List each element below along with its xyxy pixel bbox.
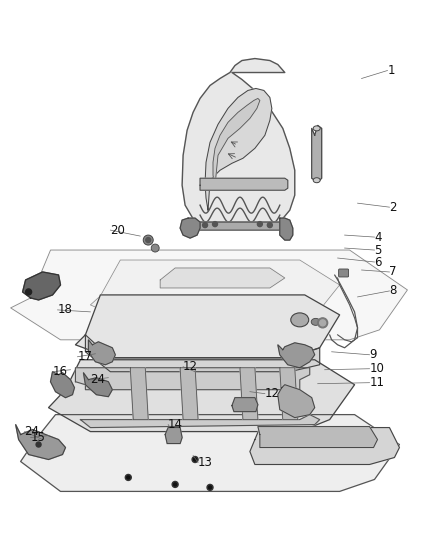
Polygon shape bbox=[280, 218, 293, 240]
Polygon shape bbox=[23, 272, 60, 300]
Ellipse shape bbox=[291, 313, 309, 327]
Polygon shape bbox=[160, 268, 285, 288]
Polygon shape bbox=[195, 222, 290, 230]
Polygon shape bbox=[280, 368, 298, 419]
Text: 15: 15 bbox=[31, 431, 46, 444]
Text: 18: 18 bbox=[57, 303, 72, 317]
Circle shape bbox=[320, 320, 326, 326]
Circle shape bbox=[318, 318, 328, 328]
Text: 16: 16 bbox=[53, 365, 67, 378]
Polygon shape bbox=[232, 398, 258, 411]
Polygon shape bbox=[130, 368, 148, 419]
Text: 12: 12 bbox=[183, 360, 198, 373]
Polygon shape bbox=[21, 415, 399, 491]
Circle shape bbox=[125, 474, 131, 480]
Circle shape bbox=[267, 223, 272, 228]
Polygon shape bbox=[88, 340, 115, 365]
Text: 2: 2 bbox=[389, 200, 397, 214]
Polygon shape bbox=[16, 425, 66, 459]
Polygon shape bbox=[182, 59, 295, 222]
Circle shape bbox=[202, 223, 208, 228]
Circle shape bbox=[212, 222, 218, 227]
Circle shape bbox=[25, 289, 32, 295]
Text: 24: 24 bbox=[25, 425, 39, 438]
Circle shape bbox=[36, 442, 41, 447]
Polygon shape bbox=[75, 295, 339, 358]
Circle shape bbox=[192, 456, 198, 463]
Polygon shape bbox=[49, 360, 355, 432]
Text: 9: 9 bbox=[370, 348, 377, 361]
Text: 5: 5 bbox=[374, 244, 382, 256]
Polygon shape bbox=[90, 260, 339, 318]
Text: 20: 20 bbox=[110, 224, 125, 237]
Polygon shape bbox=[278, 385, 314, 417]
Polygon shape bbox=[213, 99, 260, 185]
Circle shape bbox=[207, 484, 213, 490]
Polygon shape bbox=[75, 368, 310, 390]
Polygon shape bbox=[258, 426, 378, 448]
Ellipse shape bbox=[311, 318, 320, 325]
Polygon shape bbox=[240, 368, 258, 419]
Text: 1: 1 bbox=[388, 64, 395, 77]
Text: 10: 10 bbox=[370, 362, 385, 375]
Text: 12: 12 bbox=[265, 387, 280, 400]
Polygon shape bbox=[250, 427, 399, 464]
Polygon shape bbox=[11, 250, 407, 340]
Circle shape bbox=[194, 458, 197, 461]
Circle shape bbox=[146, 238, 151, 243]
Text: 4: 4 bbox=[374, 231, 382, 244]
Circle shape bbox=[173, 483, 177, 486]
Circle shape bbox=[172, 481, 178, 487]
Text: 11: 11 bbox=[370, 376, 385, 389]
Polygon shape bbox=[83, 373, 112, 397]
Text: 7: 7 bbox=[389, 265, 397, 278]
Ellipse shape bbox=[313, 177, 320, 183]
Text: 6: 6 bbox=[374, 255, 382, 269]
Circle shape bbox=[258, 222, 262, 227]
Polygon shape bbox=[165, 427, 182, 443]
Polygon shape bbox=[200, 178, 288, 190]
Polygon shape bbox=[85, 335, 320, 372]
Polygon shape bbox=[50, 372, 74, 398]
Circle shape bbox=[127, 476, 130, 479]
Text: 13: 13 bbox=[198, 456, 213, 469]
Circle shape bbox=[208, 486, 212, 489]
Polygon shape bbox=[180, 218, 200, 238]
Polygon shape bbox=[180, 368, 198, 419]
Text: 14: 14 bbox=[168, 418, 183, 431]
Circle shape bbox=[151, 244, 159, 252]
Text: 17: 17 bbox=[78, 350, 92, 364]
Polygon shape bbox=[278, 343, 314, 368]
Text: 24: 24 bbox=[90, 373, 106, 386]
Polygon shape bbox=[205, 88, 272, 210]
FancyBboxPatch shape bbox=[339, 269, 349, 277]
Circle shape bbox=[143, 235, 153, 245]
Polygon shape bbox=[312, 125, 321, 182]
Polygon shape bbox=[81, 415, 320, 427]
Ellipse shape bbox=[313, 126, 320, 131]
Text: 8: 8 bbox=[389, 285, 397, 297]
